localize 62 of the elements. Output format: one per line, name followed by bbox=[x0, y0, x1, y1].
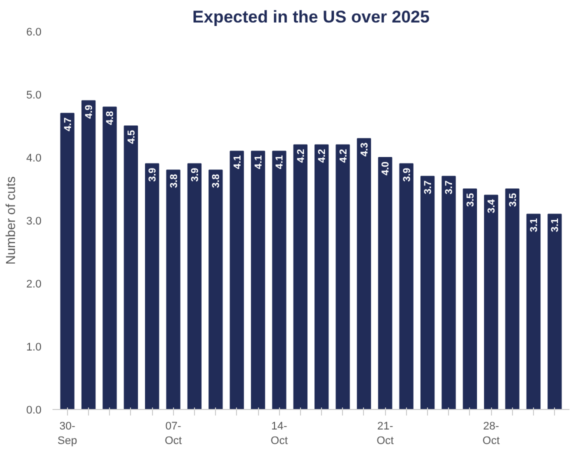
data-label: 3.9 bbox=[148, 167, 159, 182]
bar bbox=[336, 144, 350, 410]
bar bbox=[420, 176, 435, 410]
bar bbox=[102, 106, 117, 410]
data-label: 4.9 bbox=[84, 104, 96, 119]
bar bbox=[505, 188, 520, 410]
data-label: 4.1 bbox=[254, 154, 265, 170]
data-label: 4.5 bbox=[126, 130, 138, 144]
data-label: 3.8 bbox=[168, 174, 180, 188]
y-tick-label: 1.0 bbox=[26, 342, 42, 354]
bar bbox=[526, 214, 541, 410]
bar bbox=[187, 163, 202, 410]
x-tick-label: 28- Oct bbox=[482, 420, 500, 447]
data-label: 4.1 bbox=[232, 154, 244, 170]
bar bbox=[145, 163, 160, 410]
bar bbox=[166, 170, 180, 410]
data-label: 3.1 bbox=[550, 218, 562, 232]
y-tick-label: 5.0 bbox=[26, 90, 42, 102]
bar bbox=[230, 150, 244, 410]
data-label: 3.1 bbox=[528, 218, 540, 232]
bar bbox=[293, 144, 308, 410]
bar bbox=[208, 170, 223, 410]
data-label: 4.3 bbox=[359, 142, 370, 156]
data-label: 4.2 bbox=[296, 148, 307, 163]
bar bbox=[462, 188, 477, 410]
bar bbox=[250, 150, 266, 410]
data-label: 3.8 bbox=[211, 174, 222, 188]
y-axis-title: Number of cuts bbox=[3, 176, 18, 265]
data-label: 4.1 bbox=[274, 154, 286, 170]
data-label: 3.5 bbox=[465, 192, 476, 207]
x-tick-label: 21- Oct bbox=[376, 420, 394, 447]
y-tick-label: 3.0 bbox=[26, 216, 42, 228]
data-label: 4.2 bbox=[317, 148, 328, 163]
bar bbox=[399, 163, 414, 410]
bar bbox=[314, 144, 329, 410]
data-label: 3.5 bbox=[508, 192, 519, 207]
data-label: 3.9 bbox=[402, 167, 413, 182]
bar bbox=[81, 100, 96, 410]
data-label: 4.7 bbox=[62, 116, 74, 132]
y-tick-label: 6.0 bbox=[26, 26, 42, 38]
bar bbox=[442, 176, 456, 410]
bar bbox=[484, 194, 498, 410]
x-tick-label: 14- Oct bbox=[270, 420, 288, 447]
y-tick-label: 4.0 bbox=[26, 152, 42, 164]
data-label: 3.7 bbox=[444, 180, 456, 194]
bar bbox=[548, 214, 562, 410]
x-tick-label: 07- Oct bbox=[164, 420, 182, 447]
bar bbox=[124, 126, 138, 410]
bar bbox=[356, 138, 372, 410]
data-label: 3.9 bbox=[190, 167, 201, 182]
chart-title: Expected in the US over 2025 bbox=[192, 8, 430, 26]
data-label: 3.7 bbox=[423, 180, 434, 194]
bar bbox=[378, 157, 392, 410]
data-label: 4.2 bbox=[338, 148, 350, 163]
data-label: 4.0 bbox=[380, 161, 392, 176]
data-label: 4.8 bbox=[105, 110, 116, 125]
x-tick-label: 30- Sep bbox=[58, 420, 78, 447]
bar bbox=[272, 150, 286, 410]
data-label: 3.4 bbox=[486, 198, 498, 214]
y-tick-label: 2.0 bbox=[26, 278, 42, 290]
bar bbox=[60, 112, 74, 410]
y-tick-label: 0.0 bbox=[26, 404, 42, 416]
